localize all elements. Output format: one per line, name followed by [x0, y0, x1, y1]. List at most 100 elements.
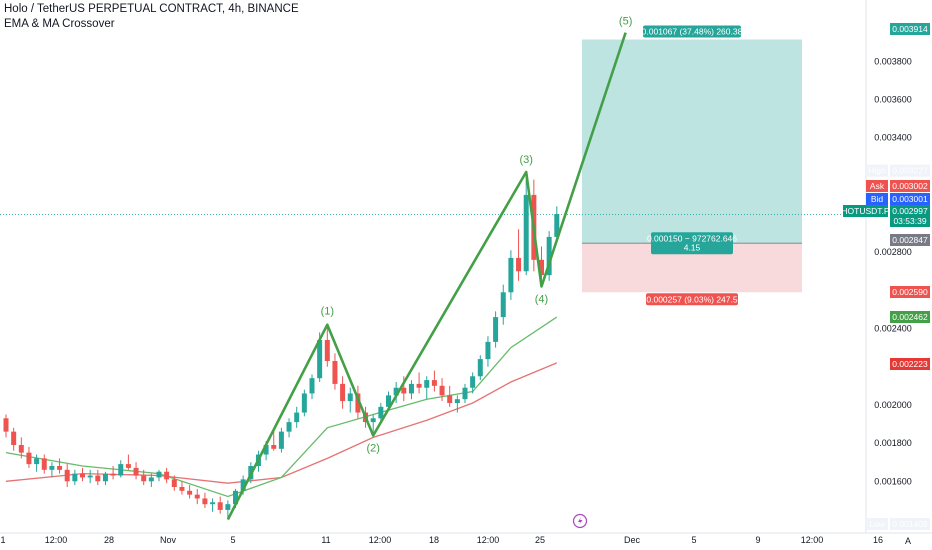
candle[interactable] [34, 454, 40, 472]
svg-text:0.002590: 0.002590 [892, 287, 928, 297]
svg-text:0.002462: 0.002462 [892, 312, 928, 322]
stop-tag: 0.002590 [890, 286, 930, 298]
candle[interactable] [485, 336, 491, 367]
candle[interactable] [447, 385, 453, 407]
y-tick-label: 0.003400 [874, 133, 912, 143]
candle[interactable] [164, 467, 170, 484]
ema-fast-line [5, 316, 558, 498]
candle[interactable] [49, 462, 55, 478]
candle[interactable] [439, 378, 445, 402]
elliott-wave-path[interactable] [226, 32, 627, 521]
candle[interactable] [72, 469, 78, 486]
candle[interactable] [516, 229, 522, 281]
candle[interactable] [324, 324, 330, 367]
candle[interactable] [102, 471, 108, 486]
candle[interactable] [95, 469, 101, 486]
candle[interactable] [309, 374, 315, 400]
x-tick-label: 1 [0, 535, 5, 545]
x-tick-label: 12:00 [801, 535, 824, 545]
svg-text:0.003002: 0.003002 [892, 181, 928, 191]
candle[interactable] [408, 380, 414, 400]
candle[interactable] [194, 488, 200, 505]
svg-text:0.003914: 0.003914 [892, 24, 928, 34]
svg-text:03:53:39: 03:53:39 [893, 216, 926, 226]
svg-text:0.000150 − 972762.646: 0.000150 − 972762.646 [647, 234, 737, 244]
target-label: 0.001067 (37.48%) 260.38 [642, 25, 743, 38]
candle[interactable] [454, 395, 460, 413]
candle[interactable] [133, 462, 139, 480]
lightning-icon[interactable] [572, 513, 588, 529]
candle[interactable] [156, 469, 162, 482]
candle[interactable] [286, 418, 292, 438]
low-tag: Low 0.001408 [866, 518, 930, 530]
profit-zone[interactable] [582, 39, 802, 244]
x-tick-label: 5 [691, 535, 696, 545]
candle[interactable] [271, 431, 277, 451]
candle[interactable] [546, 231, 552, 281]
indicator-label[interactable]: EMA & MA Crossover [4, 18, 115, 30]
svg-text:0.002997: 0.002997 [892, 206, 928, 216]
wave-label: (4) [535, 294, 548, 306]
candle[interactable] [87, 469, 93, 484]
svg-text:A: A [905, 536, 911, 546]
candle[interactable] [3, 414, 9, 438]
candle[interactable] [148, 473, 154, 487]
wave-label: (3) [519, 154, 532, 166]
candle[interactable] [187, 485, 193, 499]
candle[interactable] [141, 469, 147, 486]
svg-text:0.002847: 0.002847 [892, 235, 928, 245]
candle[interactable] [301, 389, 307, 417]
candle[interactable] [41, 454, 47, 474]
candle[interactable] [332, 353, 338, 390]
candle[interactable] [110, 466, 116, 480]
candle[interactable] [393, 382, 399, 403]
candle[interactable] [217, 496, 223, 514]
candle[interactable] [493, 311, 499, 348]
x-tick-label: Nov [160, 535, 177, 545]
candle[interactable] [11, 427, 17, 451]
x-tick-label: 16 [873, 535, 883, 545]
candle[interactable] [508, 250, 514, 300]
candle[interactable] [431, 370, 437, 392]
auto-scale-button[interactable]: A [905, 536, 911, 546]
candle[interactable] [64, 464, 70, 487]
candle[interactable] [347, 387, 353, 413]
candle[interactable] [500, 284, 506, 325]
candle[interactable] [57, 458, 63, 474]
wave-label: (1) [321, 306, 334, 318]
candle[interactable] [210, 498, 216, 512]
candle[interactable] [225, 500, 231, 520]
candle[interactable] [202, 492, 208, 508]
candle[interactable] [470, 372, 476, 394]
candle[interactable] [477, 355, 483, 381]
candle[interactable] [424, 376, 430, 400]
candle[interactable] [278, 427, 284, 453]
x-tick-label: Dec [624, 535, 641, 545]
x-tick-label: 12:00 [369, 535, 392, 545]
svg-text:High: High [868, 166, 886, 176]
candle[interactable] [370, 414, 376, 436]
y-tick-label: 0.002000 [874, 400, 912, 410]
candle[interactable] [125, 454, 131, 470]
candle[interactable] [355, 385, 361, 419]
target-tag: 0.003914 [890, 23, 930, 35]
candle[interactable] [294, 406, 300, 428]
wave-label: (2) [366, 442, 379, 454]
candle[interactable] [416, 372, 422, 394]
candle[interactable] [80, 467, 85, 482]
svg-text:4.15: 4.15 [684, 243, 701, 253]
candle[interactable] [462, 383, 468, 403]
wave-label: (5) [619, 16, 632, 28]
candle[interactable] [18, 437, 24, 459]
candle[interactable] [26, 446, 32, 468]
candle[interactable] [171, 475, 177, 491]
candle[interactable] [523, 172, 529, 276]
candle[interactable] [340, 376, 346, 409]
y-tick-label: 0.001800 [874, 438, 912, 448]
candle[interactable] [179, 481, 185, 495]
candle[interactable] [118, 460, 124, 478]
y-tick-label: 0.001600 [874, 476, 912, 486]
